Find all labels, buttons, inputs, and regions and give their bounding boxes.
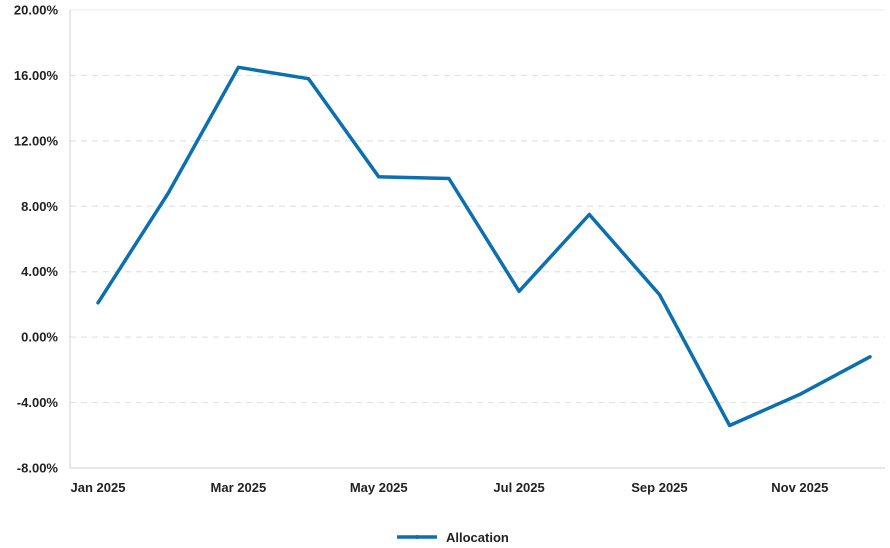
grid-lines	[70, 74, 885, 404]
y-tick-label: 16.00%	[14, 68, 59, 83]
legend: Allocation	[397, 530, 509, 545]
x-tick-label: Jan 2025	[71, 480, 126, 495]
legend-label-allocation: Allocation	[446, 530, 509, 545]
series-lines	[96, 65, 872, 428]
y-tick-label: 4.00%	[21, 264, 58, 279]
x-tick-label: May 2025	[350, 480, 408, 495]
axes	[69, 9, 885, 469]
y-tick-label: 0.00%	[21, 330, 58, 345]
x-tick-label: Sep 2025	[631, 480, 687, 495]
x-tick-label: Jul 2025	[493, 480, 544, 495]
y-tick-label: 20.00%	[14, 3, 59, 18]
legend-marker-allocation	[415, 535, 419, 539]
y-axis-ticks: 20.00% 16.00% 12.00% 8.00% 4.00% 0.00% -4.00% -…	[14, 3, 59, 476]
y-tick-label: 12.00%	[14, 133, 59, 148]
y-tick-label: -4.00%	[17, 395, 59, 410]
y-tick-label: -8.00%	[17, 461, 59, 476]
y-tick-label: 8.00%	[21, 199, 58, 214]
series-line-allocation	[96, 65, 872, 428]
x-axis-ticks: Jan 2025 Mar 2025 May 2025 Jul 2025 Sep 2025…	[71, 480, 829, 495]
x-tick-label: Nov 2025	[771, 480, 828, 495]
x-tick-label: Mar 2025	[211, 480, 267, 495]
